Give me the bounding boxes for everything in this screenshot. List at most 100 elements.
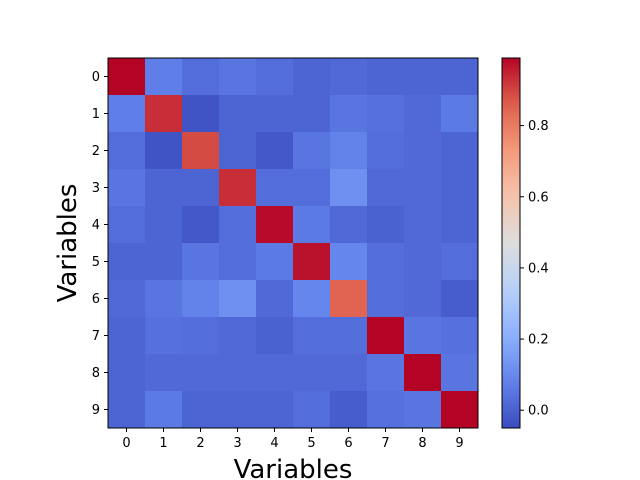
heatmap-cell [256,58,294,96]
heatmap-cell [182,280,220,318]
x-axis-label: Variables [234,455,353,480]
heatmap-cell [256,391,294,429]
heatmap-cell [404,354,442,392]
heatmap-cell [367,354,405,392]
heatmap-cell [404,280,442,318]
heatmap-cell [182,95,220,133]
heatmap-cell [108,95,146,133]
heatmap-cell [145,280,183,318]
colorbar-tick-label: 0.2 [528,333,549,348]
heatmap-cell [367,391,405,429]
heatmap-cell [108,280,146,318]
heatmap-cell [367,206,405,244]
colorbar-tick-label: 0.8 [528,119,549,134]
heatmap-cell [293,391,331,429]
colorbar: 0.0 0.2 0.4 0.6 0.8 [501,57,549,429]
heatmap-cell [293,132,331,170]
heatmap-cell [108,243,146,281]
heatmap-cell [256,280,294,318]
heatmap-cell [367,58,405,96]
heatmap-cell [330,169,368,207]
y-tick-label: 5 [92,255,100,270]
heatmap-cell [145,243,183,281]
heatmap-cell [256,95,294,133]
heatmap-cell [293,280,331,318]
heatmap-cell [293,169,331,207]
heatmap-cell [330,354,368,392]
y-tick-label: 0 [92,70,100,85]
x-tick-label: 5 [307,436,315,451]
heatmap-cell [219,132,257,170]
x-tick-label: 2 [196,436,204,451]
x-tick-label: 0 [122,436,130,451]
heatmap-cell [367,169,405,207]
x-tick-label: 3 [233,436,241,451]
colorbar-ticks: 0.0 0.2 0.4 0.6 0.8 [520,119,549,419]
heatmap-cell [441,58,479,96]
heatmap-cell [404,243,442,281]
y-tick-label: 2 [92,144,100,159]
plot-frame [107,57,479,429]
heatmap-cell [182,169,220,207]
heatmap-cell [404,317,442,355]
heatmap-cell [330,206,368,244]
heatmap-cell [219,391,257,429]
heatmap-cells [108,58,479,429]
heatmap-cell [330,317,368,355]
heatmap-cell [256,317,294,355]
heatmap-cell [404,58,442,96]
heatmap-cell [441,95,479,133]
x-tick-label: 4 [270,436,278,451]
x-tick-label: 8 [418,436,426,451]
heatmap-cell [219,169,257,207]
heatmap-cell [219,280,257,318]
y-tick-label: 4 [92,218,100,233]
heatmap-cell [108,391,146,429]
heatmap-cell [108,317,146,355]
heatmap-cell [256,243,294,281]
heatmap-cell [108,132,146,170]
heatmap-cell [219,95,257,133]
colorbar-gradient [501,57,521,429]
heatmap-cell [404,132,442,170]
heatmap-cell [182,391,220,429]
heatmap-cell [367,243,405,281]
x-axis-ticks: 0 1 2 3 4 5 6 7 8 9 [122,428,464,451]
heatmap-cell [108,58,146,96]
heatmap-cell [441,169,479,207]
heatmap-cell [145,132,183,170]
heatmap-cell [219,317,257,355]
colorbar-tick-label: 0.0 [528,404,549,419]
y-tick-label: 6 [92,292,100,307]
x-tick-label: 9 [455,436,463,451]
heatmap-cell [367,95,405,133]
heatmap-cell [293,206,331,244]
y-tick-label: 1 [92,107,100,122]
heatmap-cell [330,280,368,318]
heatmap-cell [441,280,479,318]
heatmap-cell [108,206,146,244]
heatmap-cell [367,317,405,355]
heatmap-cell [145,391,183,429]
heatmap-cell [219,58,257,96]
y-tick-label: 9 [92,403,100,418]
heatmap-cell [293,58,331,96]
heatmap-cell [256,354,294,392]
heatmap-cell [330,243,368,281]
heatmap-cell [293,95,331,133]
heatmap-cell [108,354,146,392]
heatmap-cell [182,354,220,392]
heatmap-cell [108,169,146,207]
heatmap-cell [256,169,294,207]
heatmap-cell [293,243,331,281]
x-tick-label: 1 [159,436,167,451]
heatmap-cell [145,206,183,244]
heatmap-cell [293,354,331,392]
heatmap-cell [441,391,479,429]
heatmap-cell [182,132,220,170]
heatmap-cell [182,317,220,355]
colorbar-tick-label: 0.6 [528,190,549,205]
heatmap-cell [219,206,257,244]
heatmap-cell [404,95,442,133]
